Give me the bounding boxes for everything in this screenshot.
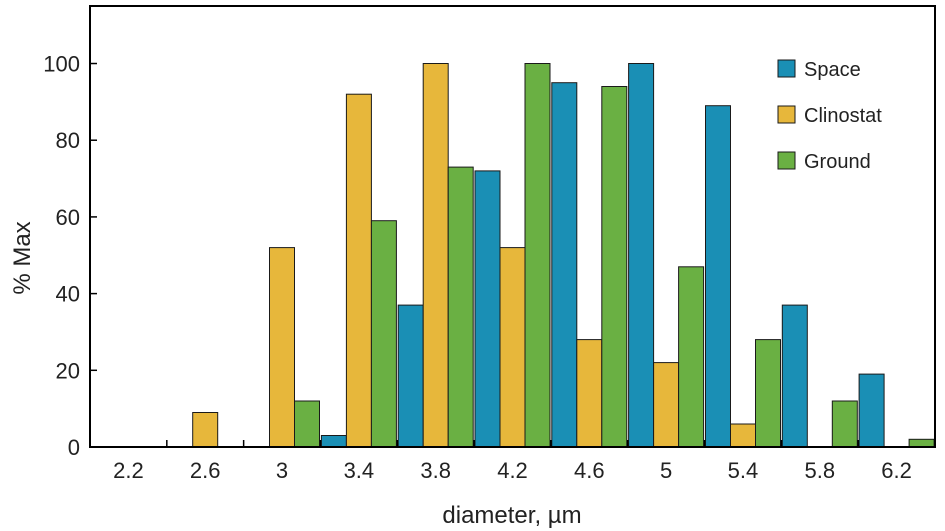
x-tick-label: 5.8: [804, 458, 835, 483]
bar-ground-4.6: [601, 86, 628, 448]
bar-space-6.2: [858, 373, 885, 448]
bar-space-5.4: [705, 105, 731, 448]
bar-space-5: [628, 63, 655, 448]
y-tick-label: 60: [56, 205, 80, 230]
bar-ground-4.2: [524, 63, 551, 448]
x-axis: 2.2 2.6 3 3.4 3.8 4.2 4.6 5 5.4 5.8 6.2: [113, 440, 912, 483]
x-tick-label: 3.4: [344, 458, 375, 483]
x-tick-label: 5: [660, 458, 672, 483]
legend: Space Clinostat Ground: [777, 59, 882, 173]
bar-space-3.4: [320, 435, 347, 448]
y-tick-label: 100: [43, 52, 80, 77]
y-tick-label: 80: [56, 128, 80, 153]
bar-space-4.2: [474, 170, 501, 448]
bar-clinostat-3.8: [422, 63, 449, 448]
bar-clinostat-5.4: [730, 423, 756, 448]
bar-clinostat-5: [653, 362, 680, 448]
y-tick-label: 40: [56, 282, 80, 307]
bar-ground-3.4: [370, 220, 397, 448]
y-tick-label: 20: [56, 358, 80, 383]
bar-space-5.8: [781, 304, 808, 448]
x-tick-label: 3: [276, 458, 288, 483]
legend-label-space: Space: [804, 59, 861, 81]
x-tick-label: 2.2: [113, 458, 144, 483]
bar-space-3.8: [397, 304, 424, 448]
bar-ground-6.2: [908, 438, 935, 448]
legend-swatch-space: [777, 59, 796, 78]
y-tick-label: 0: [68, 435, 80, 460]
bar-ground-3: [294, 400, 320, 448]
bar-clinostat-3.4: [345, 93, 372, 448]
bar-ground-5: [678, 266, 705, 448]
legend-label-clinostat: Clinostat: [804, 105, 882, 127]
bar-clinostat-4.2: [499, 247, 526, 448]
legend-swatch-ground: [777, 151, 796, 170]
x-axis-title: diameter, µm: [442, 502, 581, 529]
bars-group: [192, 63, 935, 448]
legend-label-ground: Ground: [804, 151, 871, 173]
bar-ground-5.8: [831, 400, 858, 448]
bar-clinostat-3: [269, 247, 295, 448]
x-tick-label: 4.6: [574, 458, 605, 483]
x-tick-label: 2.6: [190, 458, 221, 483]
bar-ground-3.8: [447, 166, 474, 448]
y-axis: 0 20 40 60 80 100: [43, 52, 97, 460]
bar-space-4.6: [551, 82, 578, 448]
x-tick-label: 5.4: [728, 458, 759, 483]
x-tick-label: 4.2: [497, 458, 528, 483]
legend-swatch-clinostat: [777, 105, 796, 124]
x-tick-label: 6.2: [881, 458, 912, 483]
bar-clinostat-4.6: [576, 339, 603, 448]
bar-clinostat-2.6: [192, 412, 219, 448]
x-tick-label: 3.8: [420, 458, 451, 483]
y-axis-title: % Max: [9, 221, 36, 294]
plot-frame: [89, 5, 936, 448]
bar-ground-5.4: [755, 339, 781, 448]
